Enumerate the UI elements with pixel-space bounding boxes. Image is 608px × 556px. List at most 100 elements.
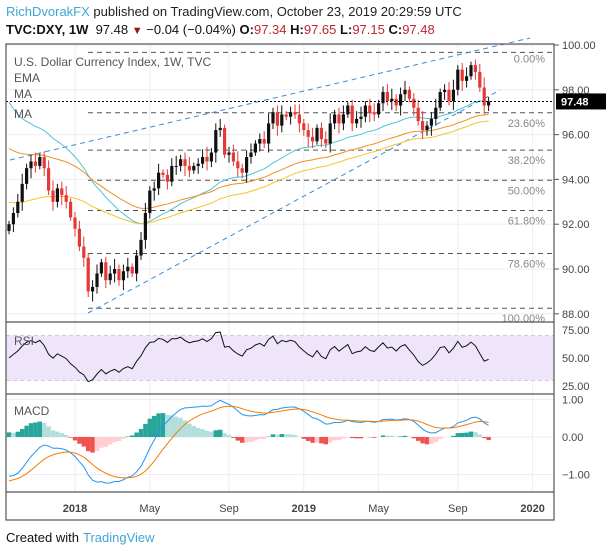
candle-body <box>473 65 477 72</box>
rsi-label: RSI <box>14 334 34 348</box>
macd-histogram-bar <box>354 437 359 439</box>
macd-histogram-bar <box>420 437 425 444</box>
candle-body <box>161 172 165 175</box>
candle-body <box>214 130 218 153</box>
price-tick-label: 94.00 <box>562 174 590 186</box>
rsi-tick-label: 25.00 <box>562 381 590 393</box>
candle-body <box>179 159 183 166</box>
candle-body <box>183 159 187 166</box>
candle-body <box>469 65 473 77</box>
author-link[interactable]: RichDvorakFX <box>6 4 90 19</box>
macd-histogram-bar <box>433 437 438 443</box>
macd-histogram-bar <box>310 437 315 443</box>
price-tick-label: 88.00 <box>562 309 590 321</box>
candle-body <box>403 89 407 95</box>
macd-histogram-bar <box>380 435 386 437</box>
time-tick-label: 2020 <box>520 503 544 515</box>
candle-body <box>434 107 438 119</box>
macd-histogram-bar <box>6 432 12 437</box>
candle-body <box>218 127 222 131</box>
candle-body <box>328 123 332 144</box>
candle-body <box>130 266 134 274</box>
macd-histogram-bar <box>209 431 214 437</box>
channel-upper-line[interactable] <box>9 37 531 161</box>
tradingview-logo-link[interactable]: TradingView <box>82 530 155 545</box>
candle-body <box>429 118 433 126</box>
candle-body <box>460 69 464 81</box>
candle-body <box>157 172 161 189</box>
macd-histogram-bar <box>301 437 306 439</box>
signal-line <box>8 405 489 482</box>
candle-body <box>478 71 482 88</box>
macd-histogram-bar <box>402 435 408 437</box>
macd-histogram-bar <box>385 435 390 437</box>
macd-histogram-bar <box>68 437 73 438</box>
candle-body <box>104 262 108 281</box>
candle-body <box>240 168 244 173</box>
legend-ema[interactable]: EMA <box>14 71 40 85</box>
chart-frame <box>5 43 555 521</box>
macd-histogram-bar <box>438 437 443 440</box>
candle-body <box>368 105 372 113</box>
fib-level-label: 38.20% <box>508 155 546 167</box>
time-tick-label: May <box>139 503 160 515</box>
candle-body <box>311 136 315 142</box>
rsi-tick-label: 50.00 <box>562 353 590 365</box>
macd-histogram-bar <box>103 437 108 447</box>
candle-body <box>447 89 451 101</box>
candle-body <box>196 163 200 166</box>
fib-level-label: 0.00% <box>514 53 545 65</box>
candle-body <box>451 89 455 101</box>
candle-body <box>82 246 86 258</box>
candle-body <box>117 269 121 281</box>
candle-body <box>394 98 398 106</box>
candle-body <box>11 213 15 225</box>
time-tick-label: 2018 <box>63 503 87 515</box>
candle-body <box>95 273 99 287</box>
publish-text: published on TradingView.com, October 23… <box>89 4 462 19</box>
macd-histogram-bar <box>130 435 135 437</box>
candle-body <box>16 201 20 213</box>
macd-histogram-bar <box>464 432 469 437</box>
candle-body <box>407 89 411 99</box>
macd-histogram-bar <box>451 435 456 437</box>
candle-body <box>121 271 125 281</box>
candle-body <box>205 157 209 162</box>
macd-histogram-bar <box>240 437 245 443</box>
candle-body <box>267 123 271 144</box>
candle-body <box>372 112 376 115</box>
legend-ma[interactable]: MA <box>14 87 32 101</box>
macd-histogram-bar <box>147 418 152 437</box>
macd-histogram-bar <box>134 432 139 437</box>
candle-body <box>29 161 33 169</box>
candle-body <box>319 127 323 140</box>
candle-body <box>69 201 73 218</box>
legend-ma[interactable]: MA <box>14 107 32 121</box>
macd-histogram-bar <box>424 437 430 445</box>
low-label: L: <box>340 22 353 37</box>
macd-histogram-bar <box>482 437 487 439</box>
close-value: 97.48 <box>402 22 435 37</box>
candle-body <box>346 105 350 115</box>
candle-body <box>227 152 231 155</box>
high-value: 97.65 <box>303 22 337 37</box>
macd-histogram-bar <box>275 434 280 437</box>
candle-body <box>55 188 59 202</box>
candle-body <box>236 161 240 169</box>
candle-body <box>20 183 24 202</box>
macd-histogram-bar <box>455 433 460 437</box>
macd-histogram-bar <box>398 436 403 437</box>
macd-histogram-bar <box>77 437 82 444</box>
chart-title: U.S. Dollar Currency Index, 1W, TVC <box>14 55 212 69</box>
macd-histogram-bar <box>284 434 289 437</box>
macd-histogram-bar <box>24 425 29 437</box>
fib-level-label: 23.60% <box>508 118 546 130</box>
macd-tick-label: 1.00 <box>562 395 583 407</box>
macd-histogram-bar <box>50 430 56 437</box>
price-tick-label: 100.00 <box>562 40 596 52</box>
macd-histogram-bar <box>279 434 284 437</box>
macd-histogram-bar <box>231 437 236 438</box>
macd-histogram-bar <box>99 437 104 448</box>
candle-body <box>271 112 275 124</box>
